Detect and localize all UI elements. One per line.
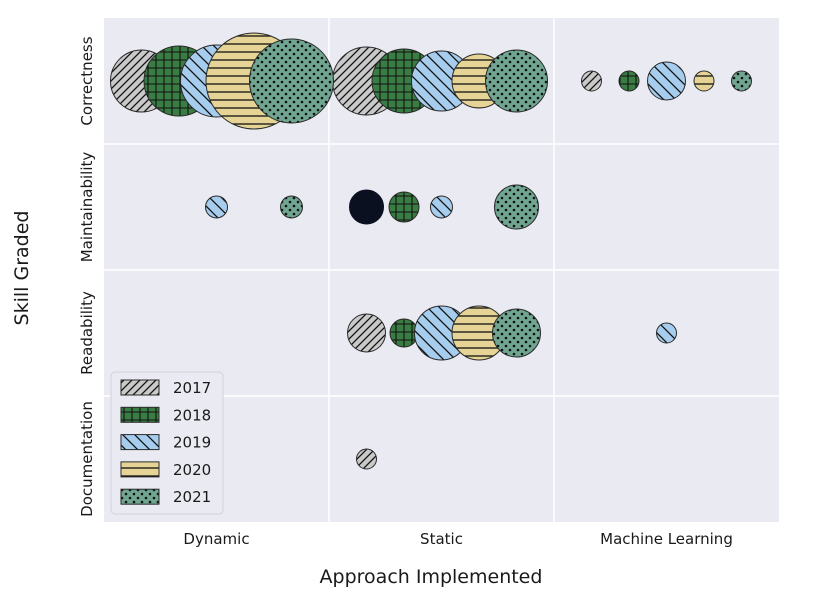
legend-swatch bbox=[120, 488, 160, 505]
y-axis-title: Skill Graded bbox=[11, 211, 33, 326]
bubble-2020-machine-learning-correctness bbox=[693, 70, 715, 92]
y-tick-label: Correctness bbox=[78, 36, 96, 125]
legend-swatch bbox=[120, 406, 160, 423]
bubble-2021-static-readability bbox=[492, 308, 541, 358]
legend-swatch bbox=[120, 461, 160, 478]
y-tick-label: Readability bbox=[78, 291, 96, 375]
bubble-2017-static-readability bbox=[347, 313, 386, 353]
legend: 2017 2018 2019 2020 2021 bbox=[110, 371, 224, 515]
x-axis-title: Approach Implemented bbox=[320, 566, 543, 588]
bubble-2019-static-maintainability bbox=[430, 195, 453, 219]
bubble-2018-machine-learning-correctness bbox=[618, 70, 640, 92]
bubble-2018-static-readability bbox=[389, 318, 419, 348]
bubble-2019-machine-learning-correctness bbox=[647, 61, 686, 101]
bubble-2017-static-maintainability bbox=[349, 189, 384, 225]
bubble-2017-static-documentation bbox=[356, 448, 377, 470]
bubble-layer bbox=[110, 32, 752, 470]
legend-swatch bbox=[120, 379, 160, 396]
bubble-2021-static-maintainability bbox=[494, 184, 539, 230]
bubble-2019-machine-learning-readability bbox=[656, 322, 677, 344]
legend-label: 2020 bbox=[173, 461, 211, 479]
legend-label: 2021 bbox=[173, 488, 211, 506]
x-tick-label: Machine Learning bbox=[600, 530, 733, 548]
bubble-2021-static-correctness bbox=[485, 49, 548, 113]
x-tick-label: Dynamic bbox=[183, 530, 249, 548]
bubble-2019-dynamic-maintainability bbox=[205, 195, 228, 219]
legend-label: 2017 bbox=[173, 379, 211, 397]
x-tick-labels: Dynamic Static Machine Learning bbox=[183, 530, 732, 548]
grid-lines bbox=[104, 18, 779, 522]
legend-swatch bbox=[120, 434, 160, 451]
y-tick-label: Documentation bbox=[78, 401, 96, 517]
bubble-2017-machine-learning-correctness bbox=[581, 70, 602, 92]
bubble-2018-static-maintainability bbox=[388, 191, 420, 223]
legend-label: 2018 bbox=[173, 406, 211, 424]
y-tick-labels: Correctness Maintainability Readability Doc… bbox=[78, 36, 96, 517]
bubble-2021-dynamic-correctness bbox=[249, 38, 334, 124]
legend-label: 2019 bbox=[173, 434, 211, 452]
y-tick-label: Maintainability bbox=[78, 152, 96, 263]
bubble-2021-machine-learning-correctness bbox=[731, 70, 752, 92]
bubble-2021-dynamic-maintainability bbox=[280, 195, 303, 219]
x-tick-label: Static bbox=[420, 530, 463, 548]
